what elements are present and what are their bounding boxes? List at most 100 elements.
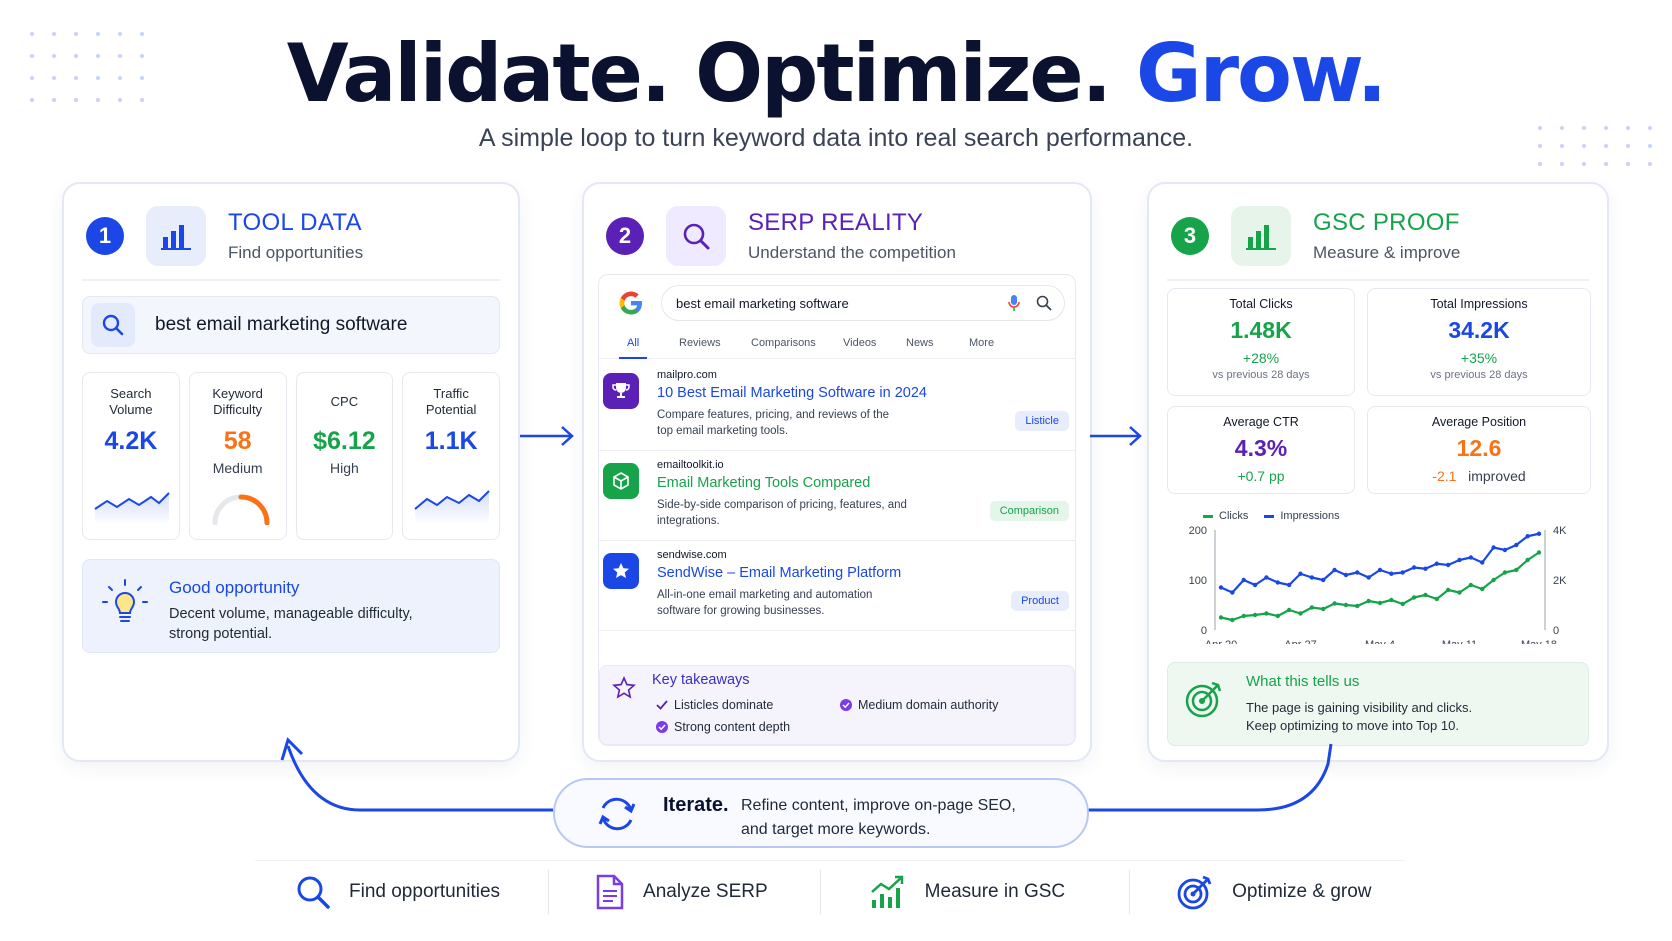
result-description: All-in-one email marketing and automatio… [657, 589, 873, 617]
kpi-value: 1.48K [1230, 317, 1292, 343]
search-icon[interactable] [1036, 295, 1052, 311]
decorative-dot [140, 54, 144, 58]
legend-impressions: Impressions [1264, 510, 1340, 522]
data-point-clicks [1434, 596, 1439, 602]
decorative-dot [52, 54, 56, 58]
result-domain: sendwise.com [657, 549, 727, 561]
result-domain: emailtoolkit.io [657, 459, 724, 471]
decorative-dot [96, 76, 100, 80]
google-logo-icon [619, 291, 642, 315]
data-point-impressions [1423, 566, 1428, 571]
data-point-clicks [1275, 613, 1280, 619]
arrow-right-icon [520, 426, 574, 446]
takeaway-item: Listicles dominate [656, 698, 773, 712]
decorative-dots-top-left [30, 32, 144, 102]
footer-step: Optimize & grow [1176, 873, 1372, 911]
kpi-delta: +0.7 pp [1237, 468, 1285, 484]
iterate-pill: Iterate. Refine content, improve on-page… [553, 778, 1089, 848]
card-subtitle: Understand the competition [748, 243, 956, 262]
result-description: Side-by-side comparison of pricing, feat… [657, 499, 907, 527]
decorative-dot [1604, 162, 1608, 166]
data-point-clicks [1309, 605, 1315, 610]
kpi-note: vs previous 28 days [1212, 369, 1310, 381]
insight-box: What this tells us The page is gaining v… [1167, 662, 1589, 746]
google-search-bar[interactable]: best email marketing software [661, 285, 1065, 321]
serp-reality-card: 2 SERP REALITY Understand the competitio… [582, 182, 1092, 762]
decorative-dot [30, 98, 34, 102]
serp-result[interactable]: mailpro.com 10 Best Email Marketing Soft… [599, 365, 1075, 451]
gsc-line-chart: 200 100 0 4K 2K 0 Apr 20 Apr 27 May 4 May 11 May 1… [1189, 525, 1567, 644]
data-point-clicks [1377, 600, 1383, 606]
data-point-clicks [1536, 550, 1542, 555]
data-point-clicks [1241, 613, 1246, 619]
data-point-impressions [1502, 547, 1508, 553]
serp-result[interactable]: sendwise.com SendWise – Email Marketing … [599, 545, 1075, 631]
data-point-impressions [1218, 585, 1224, 590]
tab-all[interactable]: All [618, 337, 648, 359]
result-title[interactable]: 10 Best Email Marketing Software in 2024 [657, 385, 927, 401]
data-point-impressions [1252, 582, 1258, 588]
kpi-delta-row: -2.1 improved [1368, 468, 1590, 484]
data-point-impressions [1309, 575, 1315, 580]
data-point-impressions [1298, 571, 1303, 576]
card-subtitle: Find opportunities [228, 243, 364, 262]
decorative-dot [1626, 126, 1630, 130]
bar-chart-icon [1231, 206, 1291, 266]
tab-videos[interactable]: Videos [843, 337, 877, 349]
metric-cpc: CPC $6.12 High [295, 372, 394, 540]
result-domain: mailpro.com [657, 369, 717, 381]
serp-panel: best email marketing software All Review… [598, 274, 1076, 746]
metric-search-volume: Search Volume 4.2K [82, 372, 180, 540]
data-point-impressions [1457, 557, 1462, 563]
decorative-dot [1538, 162, 1542, 166]
keyword-search-box[interactable]: best email marketing software [82, 296, 500, 354]
tab-comparisons[interactable]: Comparisons [751, 337, 816, 349]
x-tick-label: May 18 [1521, 639, 1557, 644]
data-point-clicks [1514, 567, 1519, 573]
loop-arrow-left [280, 737, 553, 812]
insight-line: The page is gaining visibility and click… [1246, 700, 1473, 715]
arrow-right-icon [1090, 426, 1142, 446]
metric-traffic-potential: Traffic Potential 1.1K [402, 372, 500, 540]
kpi-total-impressions: Total Impressions 34.2K +35% vs previous… [1367, 288, 1591, 396]
decorative-dots-top-right [1538, 126, 1652, 166]
data-point-impressions [1445, 562, 1451, 568]
kpi-delta: +35% [1460, 350, 1498, 366]
decorative-dot [74, 76, 78, 80]
data-point-impressions [1241, 577, 1246, 583]
data-point-clicks [1457, 590, 1462, 595]
data-point-impressions [1332, 567, 1337, 573]
tab-news[interactable]: News [906, 337, 934, 349]
search-icon [91, 303, 135, 347]
metric-label: Keyword Difficulty [212, 386, 263, 417]
data-point-clicks [1298, 611, 1303, 616]
document-icon [596, 874, 624, 909]
data-point-clicks [1423, 592, 1428, 598]
decorative-dot [74, 32, 78, 36]
data-point-clicks [1389, 597, 1394, 603]
kpi-delta-note: improved [1468, 468, 1526, 484]
data-point-impressions [1480, 560, 1485, 565]
kpi-label: Average CTR [1223, 415, 1299, 429]
serp-result[interactable]: emailtoolkit.io Email Marketing Tools Co… [599, 455, 1075, 541]
data-point-clicks [1400, 601, 1405, 607]
microphone-icon[interactable] [1006, 294, 1022, 312]
card-header: 3 GSC PROOF Measure & improve [1171, 204, 1460, 268]
title-part-1: Validate. Optimize. [286, 27, 1112, 120]
decorative-dot [30, 54, 34, 58]
result-title[interactable]: Email Marketing Tools Compared [657, 475, 871, 491]
star-outline-icon [612, 676, 636, 699]
data-point-impressions [1321, 577, 1326, 583]
trophy-icon [603, 373, 639, 409]
tab-reviews[interactable]: Reviews [679, 337, 721, 349]
insight-text: The page is gaining visibility and click… [1246, 699, 1472, 735]
magnifier-icon [666, 206, 726, 266]
data-point-impressions [1491, 545, 1496, 550]
result-title[interactable]: SendWise – Email Marketing Platform [657, 565, 902, 581]
decorative-dot [140, 76, 144, 80]
data-point-clicks [1343, 602, 1349, 608]
decorative-dot [118, 32, 122, 36]
takeaway-text: Medium domain authority [858, 698, 999, 712]
data-point-clicks [1491, 577, 1496, 583]
tab-more[interactable]: More [969, 337, 995, 349]
